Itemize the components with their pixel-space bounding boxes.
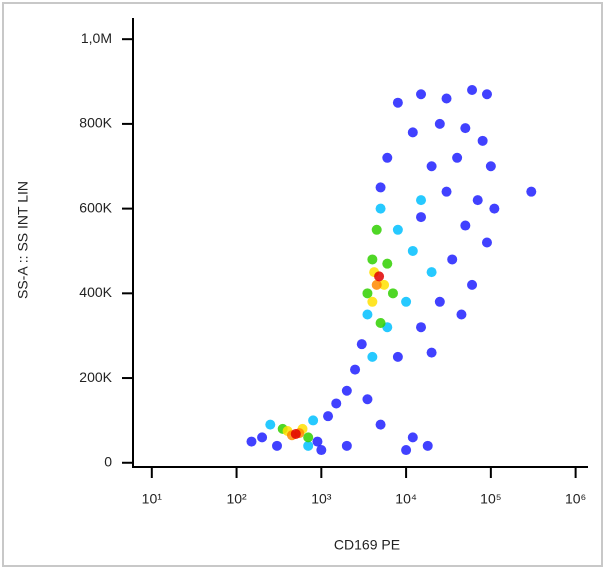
event-point bbox=[367, 351, 378, 362]
event-point bbox=[367, 296, 378, 307]
event-point bbox=[392, 224, 403, 235]
event-point bbox=[371, 279, 382, 290]
event-point bbox=[371, 224, 382, 235]
x-tick-label: 10¹ bbox=[142, 491, 163, 507]
event-point bbox=[290, 428, 301, 439]
event-point bbox=[341, 440, 352, 451]
event-point bbox=[416, 212, 427, 223]
event-point bbox=[331, 398, 342, 409]
event-point bbox=[456, 309, 467, 320]
event-point bbox=[272, 440, 283, 451]
event-point bbox=[481, 237, 492, 248]
event-point bbox=[477, 135, 488, 146]
event-point bbox=[407, 245, 418, 256]
event-point bbox=[485, 161, 496, 172]
event-point bbox=[362, 309, 373, 320]
event-point bbox=[416, 89, 427, 100]
event-point bbox=[407, 432, 418, 443]
event-point bbox=[367, 254, 378, 265]
event-point bbox=[481, 89, 492, 100]
event-point bbox=[422, 440, 433, 451]
event-point bbox=[379, 279, 390, 290]
event-point bbox=[375, 203, 386, 214]
event-point bbox=[341, 385, 352, 396]
event-point bbox=[416, 322, 427, 333]
event-point bbox=[467, 279, 478, 290]
event-point bbox=[416, 195, 427, 206]
event-point bbox=[375, 317, 386, 328]
event-point bbox=[246, 436, 257, 447]
event-point bbox=[392, 97, 403, 108]
event-point bbox=[375, 419, 386, 430]
event-point bbox=[257, 432, 268, 443]
event-point bbox=[426, 267, 437, 278]
y-tick-label: 600K bbox=[79, 199, 112, 215]
event-point bbox=[407, 127, 418, 138]
event-point bbox=[374, 271, 385, 282]
event-point bbox=[441, 186, 452, 197]
x-tick-label: 10³ bbox=[311, 491, 332, 507]
event-point bbox=[362, 394, 373, 405]
x-tick-label: 10⁶ bbox=[565, 491, 586, 507]
event-point bbox=[382, 152, 393, 163]
event-point bbox=[401, 445, 412, 456]
event-point bbox=[452, 152, 463, 163]
y-tick-label: 0 bbox=[104, 453, 112, 469]
event-point bbox=[526, 186, 537, 197]
event-point bbox=[447, 254, 458, 265]
event-point bbox=[426, 347, 437, 358]
event-point bbox=[323, 411, 334, 422]
event-point bbox=[356, 339, 367, 350]
event-point bbox=[312, 436, 323, 447]
y-axis-label: SS-A :: SS INT LIN bbox=[15, 181, 31, 299]
event-point bbox=[303, 432, 314, 443]
event-point bbox=[392, 351, 403, 362]
event-point bbox=[362, 288, 373, 299]
event-point bbox=[441, 93, 452, 104]
event-point bbox=[467, 85, 478, 96]
event-point bbox=[316, 445, 327, 456]
event-point bbox=[460, 220, 471, 231]
event-point bbox=[265, 419, 276, 430]
event-point bbox=[472, 195, 483, 206]
event-point bbox=[382, 258, 393, 269]
x-axis-label: CD169 PE bbox=[334, 537, 400, 553]
x-tick-label: 10⁴ bbox=[395, 491, 417, 507]
y-tick-label: 1,0M bbox=[81, 30, 112, 46]
event-point bbox=[434, 118, 445, 129]
event-point bbox=[350, 364, 361, 375]
event-point bbox=[489, 203, 500, 214]
event-point bbox=[426, 161, 437, 172]
event-point bbox=[308, 415, 319, 426]
event-point bbox=[401, 296, 412, 307]
y-tick-label: 200K bbox=[79, 369, 112, 385]
event-point bbox=[460, 123, 471, 134]
y-tick-label: 400K bbox=[79, 284, 112, 300]
x-tick-label: 10² bbox=[226, 491, 247, 507]
y-tick-label: 800K bbox=[79, 115, 112, 131]
event-point bbox=[303, 440, 314, 451]
event-point bbox=[387, 288, 398, 299]
x-tick-label: 10⁵ bbox=[480, 491, 501, 507]
event-point bbox=[375, 182, 386, 193]
plot-area bbox=[246, 85, 537, 456]
event-point bbox=[434, 296, 445, 307]
